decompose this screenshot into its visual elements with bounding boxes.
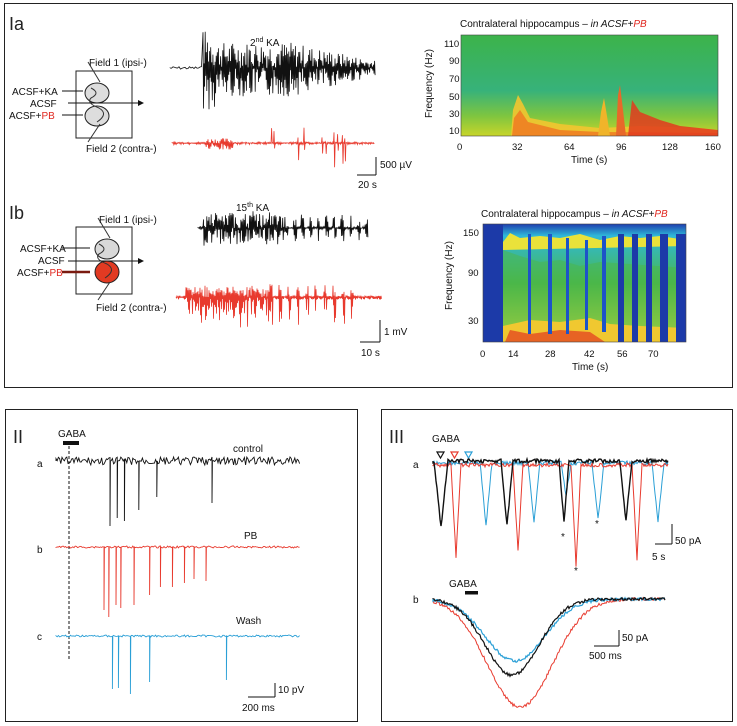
II-row-a-letter: a [37, 459, 43, 470]
III-a-control-trace [432, 456, 669, 527]
II-row-c-name: Wash [236, 616, 261, 627]
Ia-input-1: ACSF+KA [12, 87, 58, 98]
Ib-ytick: 150 [463, 228, 479, 239]
III-a-scalebar [655, 524, 673, 545]
II-scalebar-v: 10 pV [278, 685, 304, 696]
II-row-a-name: control [233, 444, 263, 455]
Ib-xtick: 70 [648, 349, 659, 360]
Ia-field2-trace [171, 127, 375, 168]
panel-III-border [381, 409, 733, 722]
Ia-ytick: 70 [449, 74, 460, 85]
III-gaba-bar-b [465, 591, 478, 595]
III-row-a-letter: a [413, 460, 419, 471]
III-a-pb-trace [432, 461, 669, 567]
Ib-spectro-title: Contralateral hippocampus – in ACSF+PB [481, 209, 668, 220]
II-control-trace [55, 455, 301, 527]
II-wash-trace [55, 634, 300, 695]
Ia-scalebar-v: 500 µV [380, 160, 412, 171]
Ib-ylabel: Frequency (Hz) [444, 241, 455, 310]
Ia-spectrogram [460, 34, 719, 137]
II-scalebar-h: 200 ms [242, 703, 275, 714]
Ia-xtick: 128 [662, 142, 678, 153]
Ib-xtick: 0 [480, 349, 485, 360]
III-star: * [574, 566, 578, 577]
III-gaba-label-a: GABA [432, 434, 460, 445]
III-a-scalebar-h: 5 s [652, 552, 665, 563]
Ia-ytick: 90 [449, 56, 460, 67]
Ia-field2: Field 2 (contra-) [86, 144, 157, 155]
slice-diagram-Ia [62, 61, 144, 143]
Ib-scalebar-v: 1 mV [384, 327, 408, 338]
Ia-ytick: 30 [449, 109, 460, 120]
panel-I-border [4, 3, 733, 388]
III-star: * [595, 519, 599, 530]
panel-II-border [5, 409, 358, 722]
Ib-xtick: 56 [617, 349, 628, 360]
Ia-ylabel: Frequency (Hz) [424, 49, 435, 118]
Ib-xtick: 28 [545, 349, 556, 360]
Ia-spectro-title: Contralateral hippocampus – in ACSF+PB [460, 19, 647, 30]
Ia-ytick: 10 [449, 126, 460, 137]
Ib-trace-title: 15th KA [236, 202, 269, 214]
Ib-spectrogram [482, 223, 687, 343]
III-gaba-label-b: GABA [449, 579, 477, 590]
Ia-xtick: 96 [616, 142, 627, 153]
Ib-input-2: ACSF [38, 256, 65, 267]
III-gaba-marker-red [449, 451, 460, 460]
Ib-field1: Field 1 (ipsi-) [99, 215, 157, 226]
II-gaba-bar [63, 441, 79, 445]
Ib-xlabel: Time (s) [572, 362, 608, 373]
Ia-input-2: ACSF [30, 99, 57, 110]
III-gaba-marker-blue [463, 451, 474, 460]
Ia-field1: Field 1 (ipsi-) [89, 58, 147, 69]
panel-Ib-label: Ib [9, 203, 24, 223]
Ia-scalebar [357, 157, 377, 176]
II-pb-trace [55, 545, 300, 618]
panel-II-label: II [13, 427, 23, 447]
III-b-control-trace [432, 596, 666, 678]
III-a-scalebar-v: 50 pA [675, 536, 701, 547]
Ia-scalebar-h: 20 s [358, 180, 377, 191]
Ia-xtick: 0 [457, 142, 462, 153]
Ib-field2: Field 2 (contra-) [96, 303, 167, 314]
Ib-input-3: ACSF+PB [17, 268, 63, 279]
Ib-xtick: 14 [508, 349, 519, 360]
Ib-scalebar [360, 320, 381, 343]
III-gaba-marker-black [435, 451, 446, 460]
Ib-field1-trace [197, 211, 369, 246]
II-row-b-letter: b [37, 545, 43, 556]
II-row-c-letter: c [37, 632, 42, 643]
Ia-input-3: ACSF+PB [9, 111, 55, 122]
panel-Ia-label: Ia [9, 14, 25, 34]
III-b-pb-trace [432, 596, 666, 709]
II-scalebar [248, 683, 276, 698]
III-star: * [561, 532, 565, 543]
III-b-scalebar-h: 500 ms [589, 651, 622, 662]
Ib-scalebar-h: 10 s [361, 348, 380, 359]
Ia-xtick: 32 [512, 142, 523, 153]
Ib-xtick: 42 [584, 349, 595, 360]
Ia-ytick: 50 [449, 92, 460, 103]
Ib-ytick: 30 [468, 316, 479, 327]
Ia-xtick: 160 [705, 142, 721, 153]
Ib-input-1: ACSF+KA [20, 244, 66, 255]
Ia-xlabel: Time (s) [571, 155, 607, 166]
Ia-xtick: 64 [564, 142, 575, 153]
II-gaba-label: GABA [58, 429, 86, 440]
Ib-ytick: 90 [468, 268, 479, 279]
III-b-scalebar-v: 50 pA [622, 633, 648, 644]
Ia-field1-trace [169, 31, 376, 110]
III-b-scalebar [594, 630, 620, 647]
II-row-b-name: PB [244, 531, 258, 542]
III-row-b-letter: b [413, 595, 419, 606]
Ib-field2-trace [175, 284, 382, 328]
Ia-ytick: 110 [444, 39, 459, 50]
panel-III-label: III [389, 427, 404, 447]
Ia-trace-title: 2nd KA [250, 37, 280, 49]
slice-diagram-Ib [62, 217, 144, 301]
